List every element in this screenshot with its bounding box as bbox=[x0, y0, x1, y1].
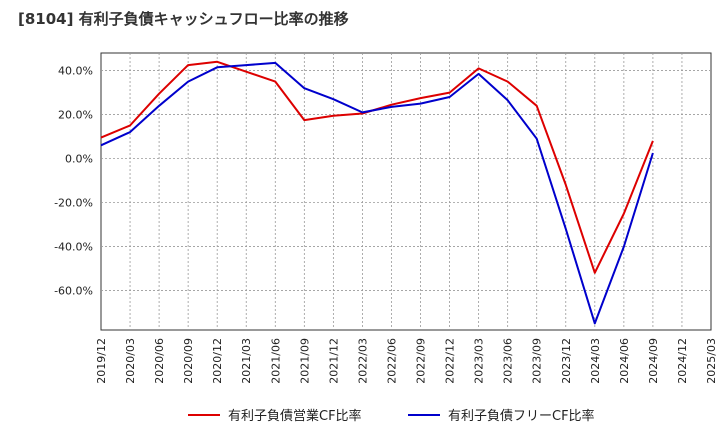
y-tick-label: 20.0% bbox=[58, 109, 93, 122]
y-tick-labels: 40.0% 20.0% 0.0% -20.0% -40.0% -60.0% bbox=[54, 65, 93, 298]
x-tick-label: 2023/06 bbox=[502, 338, 515, 384]
series-lines bbox=[100, 60, 654, 325]
x-tick-label: 2024/09 bbox=[647, 338, 660, 384]
y-tick-label: -60.0% bbox=[54, 284, 93, 297]
x-tick-label: 2024/12 bbox=[676, 338, 689, 384]
x-tick-label: 2019/12 bbox=[95, 338, 108, 384]
x-tick-label: 2021/06 bbox=[269, 338, 282, 384]
x-tick-label: 2022/09 bbox=[415, 338, 428, 384]
x-tick-label: 2023/03 bbox=[473, 338, 486, 384]
legend: 有利子負債営業CF比率 有利子負債フリーCF比率 bbox=[188, 408, 595, 424]
plot-frame bbox=[100, 52, 712, 331]
plot-area bbox=[100, 52, 712, 331]
x-tick-label: 2023/09 bbox=[531, 338, 544, 384]
y-tick-label: 0.0% bbox=[65, 153, 93, 166]
x-tick-label: 2023/12 bbox=[560, 338, 573, 384]
series-line-2 bbox=[100, 61, 654, 325]
x-tick-label: 2024/03 bbox=[589, 338, 602, 384]
y-tick-label: -40.0% bbox=[54, 240, 93, 253]
x-tick-label: 2022/06 bbox=[385, 338, 398, 384]
grid-lines bbox=[101, 53, 711, 330]
x-tick-label: 2024/06 bbox=[618, 338, 631, 384]
x-tick-label: 2021/12 bbox=[327, 338, 340, 384]
x-tick-label: 2025/03 bbox=[705, 338, 718, 384]
x-tick-labels: 2019/12 2020/03 2020/06 2020/09 2020/12 2021/… bbox=[95, 338, 718, 384]
x-tick-label: 2020/12 bbox=[211, 338, 224, 384]
x-tick-label: 2020/09 bbox=[182, 338, 195, 384]
chart-title: [8104] 有利子負債キャッシュフロー比率の推移 bbox=[18, 10, 349, 28]
x-tick-label: 2022/03 bbox=[356, 338, 369, 384]
x-tick-label: 2020/03 bbox=[124, 338, 137, 384]
y-tick-label: -20.0% bbox=[54, 196, 93, 209]
x-tick-label: 2020/06 bbox=[153, 338, 166, 384]
legend-label-1: 有利子負債営業CF比率 bbox=[228, 408, 362, 424]
y-tick-label: 40.0% bbox=[58, 65, 93, 78]
x-tick-label: 2022/12 bbox=[444, 338, 457, 384]
x-tick-label: 2021/09 bbox=[298, 338, 311, 384]
legend-label-2: 有利子負債フリーCF比率 bbox=[448, 408, 595, 424]
x-tick-label: 2021/03 bbox=[240, 338, 253, 384]
